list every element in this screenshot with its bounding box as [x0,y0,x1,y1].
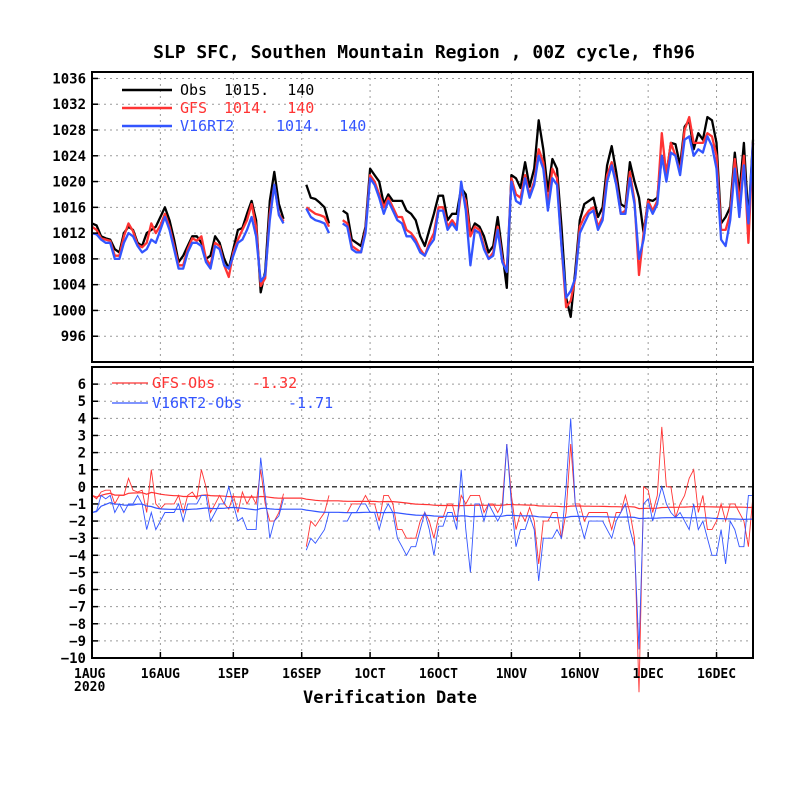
top-ytick-label-3: 1008 [52,252,86,268]
bottom-ytick-label-4: −6 [69,583,86,599]
top-ytick-label-1: 1000 [52,303,86,319]
legend-value-v16rt2-obs: -1.71 [288,394,333,412]
legend-label-v16rt2-obs: V16RT2-Obs [152,394,242,412]
xtick-label-7: 16NOV [560,667,599,682]
bottom-ytick-label-9: −1 [69,497,86,513]
mean-line-gfs-obs [91,491,754,510]
top-ytick-label-7: 1024 [52,149,86,165]
xtick-label-2: 1SEP [218,667,249,682]
xtick-label-8: 1DEC [632,667,663,682]
top-ytick-label-10: 1036 [52,71,86,87]
top-ytick-label-5: 1016 [52,200,86,216]
bottom-ytick-label-10: 0 [78,480,86,496]
diff-line-gfs-obs [91,426,754,693]
top-panel-frame [91,71,754,363]
legend-value-obs: 1015. 140 [224,81,314,99]
xtick-label-6: 1NOV [496,667,527,682]
xtick-label-3: 16SEP [282,667,321,682]
top-ytick-label-0: 996 [61,329,86,345]
mean-line-v16rt2-obs [91,501,754,521]
top-ytick-label-2: 1004 [52,278,86,294]
bottom-ytick-label-6: −4 [69,548,86,564]
legend-label-obs: Obs [180,81,207,99]
bottom-ytick-label-2: −8 [69,617,86,633]
legend-label-gfs-obs: GFS-Obs [152,374,215,392]
legend-value-gfs-obs: -1.32 [252,374,297,392]
xtick-label-1: 16AUG [141,667,180,682]
legend-label-v16rt2: V16RT2 [180,117,234,135]
legend-label-gfs: GFS [180,99,207,117]
bottom-ytick-label-7: −3 [69,531,86,547]
bottom-ytick-label-1: −9 [69,634,86,650]
top-panel-y-ticks: 996 1000 1004 1008 1012 1016 1020 1024 1028 1032 1… [52,71,98,345]
series-line-v16rt2 [91,135,755,299]
xtick-label-9: 16DEC [697,667,736,682]
xtick-label-4: 1OCT [354,667,385,682]
bottom-ytick-label-11: 1 [78,463,86,479]
bottom-ytick-label-14: 4 [78,411,86,427]
top-ytick-label-9: 1032 [52,97,86,113]
chart-title: SLP SFC, Southen Mountain Region , 00Z c… [153,42,695,63]
bottom-panel-legend: GFS-Obs -1.32 V16RT2-Obs -1.71 [112,374,333,412]
top-panel-series [91,115,755,319]
legend-value-gfs: 1014. 140 [224,99,314,117]
series-line-obs [91,115,755,319]
top-ytick-label-4: 1012 [52,226,86,242]
top-ytick-label-6: 1020 [52,175,86,191]
top-panel-legend: Obs 1015. 140 GFS 1014. 140 V16RT2 1014.… [122,81,366,135]
xtick-label-0: 1AUG [74,667,105,682]
x-ticks: 1AUG 16AUG 1SEP 16SEP 1OCT 16OCT 1NOV 16NOV 1DEC… [74,652,736,682]
bottom-ytick-label-5: −5 [69,565,86,581]
bottom-ytick-label-16: 6 [78,377,86,393]
bottom-ytick-label-8: −2 [69,514,86,530]
diff-line-v16rt2-obs [91,418,753,650]
bottom-ytick-label-3: −7 [69,600,86,616]
bottom-panel-frame [91,366,754,659]
bottom-ytick-label-15: 5 [78,394,86,410]
x-axis-label: Verification Date [303,688,477,708]
bottom-panel-series [91,418,754,693]
top-ytick-label-8: 1028 [52,123,86,139]
x-year-label: 2020 [74,680,105,695]
bottom-ytick-label-0: −10 [61,651,86,667]
xtick-label-5: 16OCT [419,667,458,682]
legend-value-v16rt2: 1014. 140 [276,117,366,135]
bottom-ytick-label-13: 3 [78,428,86,444]
bottom-ytick-label-12: 2 [78,446,86,462]
